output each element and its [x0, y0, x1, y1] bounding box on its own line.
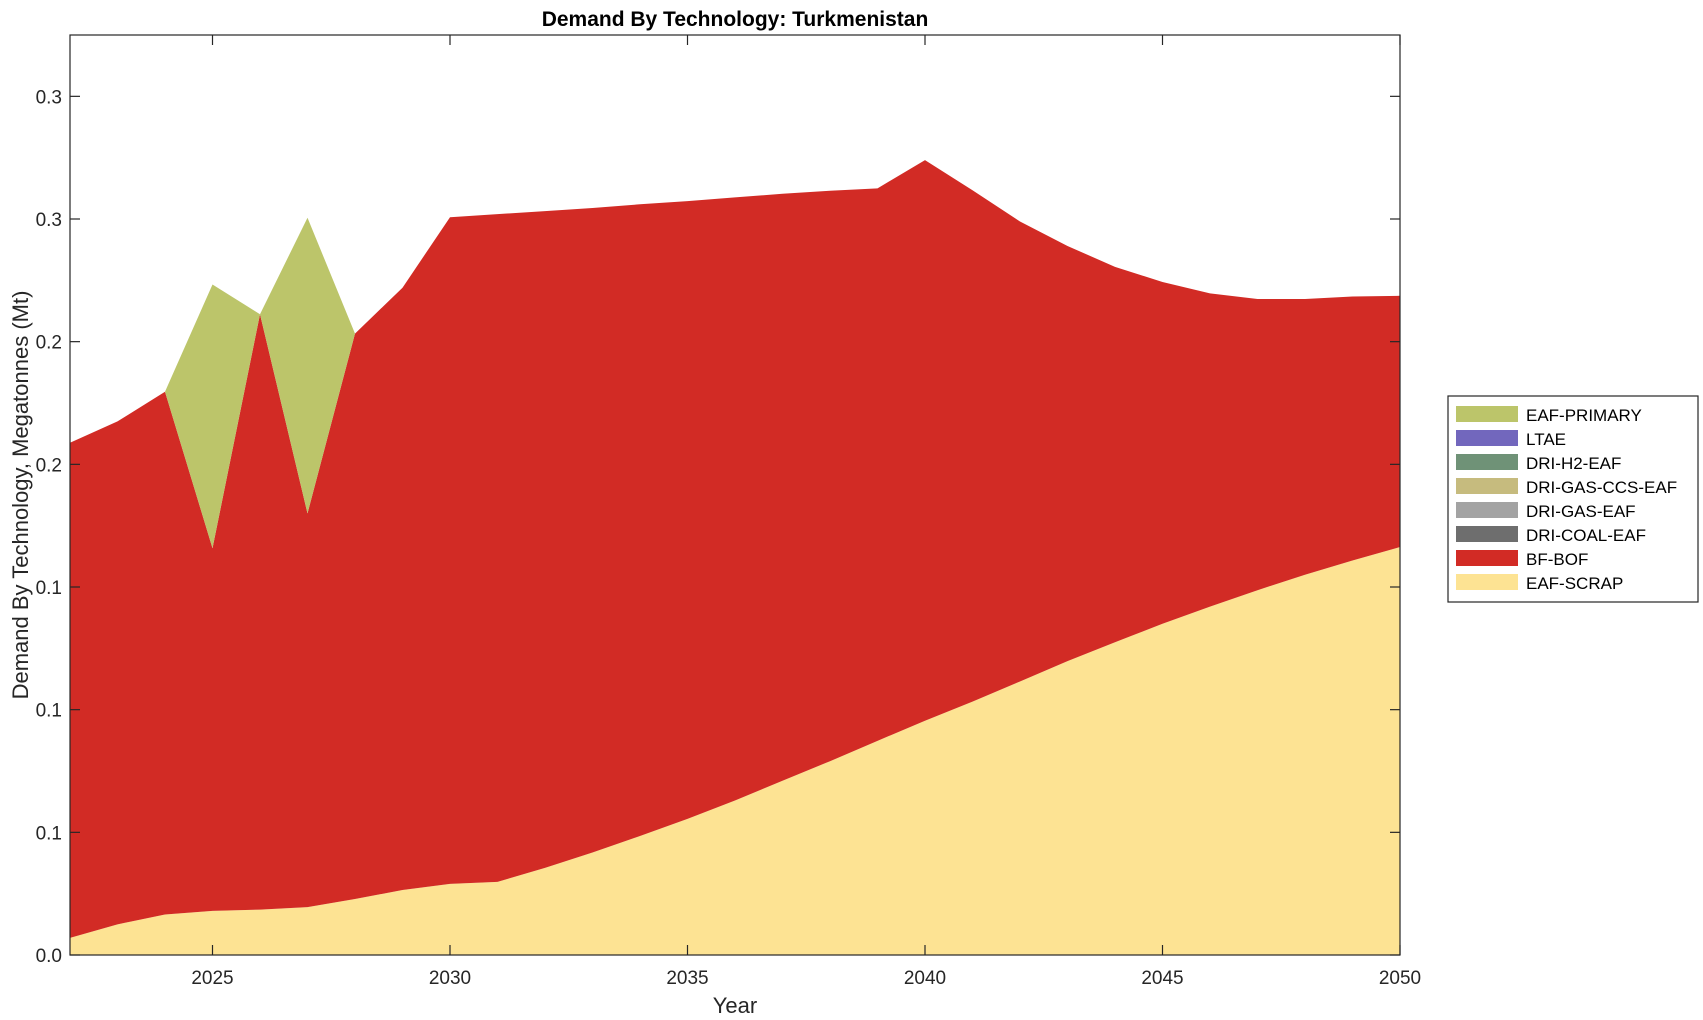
legend-label-eaf-scrap: EAF-SCRAP	[1526, 574, 1623, 593]
legend-label-eaf-primary: EAF-PRIMARY	[1526, 406, 1642, 425]
legend-label-dri-coal-eaf: DRI-COAL-EAF	[1526, 526, 1646, 545]
legend-swatch-bf-bof	[1456, 550, 1518, 566]
x-tick-label: 2035	[666, 968, 708, 989]
area-bf-bof	[70, 160, 1400, 938]
legend-label-dri-gas-ccs-eaf: DRI-GAS-CCS-EAF	[1526, 478, 1677, 497]
axis-ticks: 2025 2030 2035 2040 2045 2050 0.0 0.1 0.1 0.1 0.2 0…	[36, 35, 1421, 989]
legend-swatch-dri-gas-ccs-eaf	[1456, 478, 1518, 494]
x-axis-label: Year	[713, 993, 757, 1018]
y-tick-label: 0.1	[36, 701, 62, 722]
legend-swatch-ltae	[1456, 430, 1518, 446]
chart-title: Demand By Technology: Turkmenistan	[542, 8, 929, 31]
y-tick-label: 0.2	[36, 455, 62, 476]
y-tick-label: 0.1	[36, 578, 62, 599]
legend-swatch-dri-coal-eaf	[1456, 526, 1518, 542]
legend-swatch-dri-gas-eaf	[1456, 502, 1518, 518]
y-tick-label: 0.3	[36, 210, 62, 231]
x-tick-label: 2050	[1379, 968, 1421, 989]
plot-frame	[69, 34, 1401, 956]
legend-label-bf-bof: BF-BOF	[1526, 550, 1588, 569]
x-tick-label: 2045	[1141, 968, 1183, 989]
y-tick-label: 0.2	[36, 333, 62, 354]
x-tick-label: 2030	[429, 968, 471, 989]
y-tick-label: 0.1	[36, 823, 62, 844]
y-axis-label: Demand By Technology, Megatonnes (Mt)	[8, 291, 33, 700]
legend-swatch-eaf-scrap	[1456, 574, 1518, 590]
legend-label-ltae: LTAE	[1526, 430, 1566, 449]
area-eaf-scrap	[70, 547, 1400, 955]
area-series-group	[70, 160, 1400, 955]
x-tick-label: 2025	[191, 968, 233, 989]
legend-swatch-dri-h2-eaf	[1456, 454, 1518, 470]
y-tick-label: 0.3	[36, 87, 62, 108]
legend-label-dri-gas-eaf: DRI-GAS-EAF	[1526, 502, 1636, 521]
legend-label-dri-h2-eaf: DRI-H2-EAF	[1526, 454, 1621, 473]
legend: EAF-PRIMARY LTAE DRI-H2-EAF DRI-GAS-CCS-EAF…	[1447, 395, 1699, 603]
x-tick-label: 2040	[904, 968, 946, 989]
legend-swatch-eaf-primary	[1456, 406, 1518, 422]
area-eaf-primary	[70, 160, 1400, 549]
legend-box	[1447, 395, 1699, 603]
y-tick-label: 0.0	[36, 946, 62, 967]
